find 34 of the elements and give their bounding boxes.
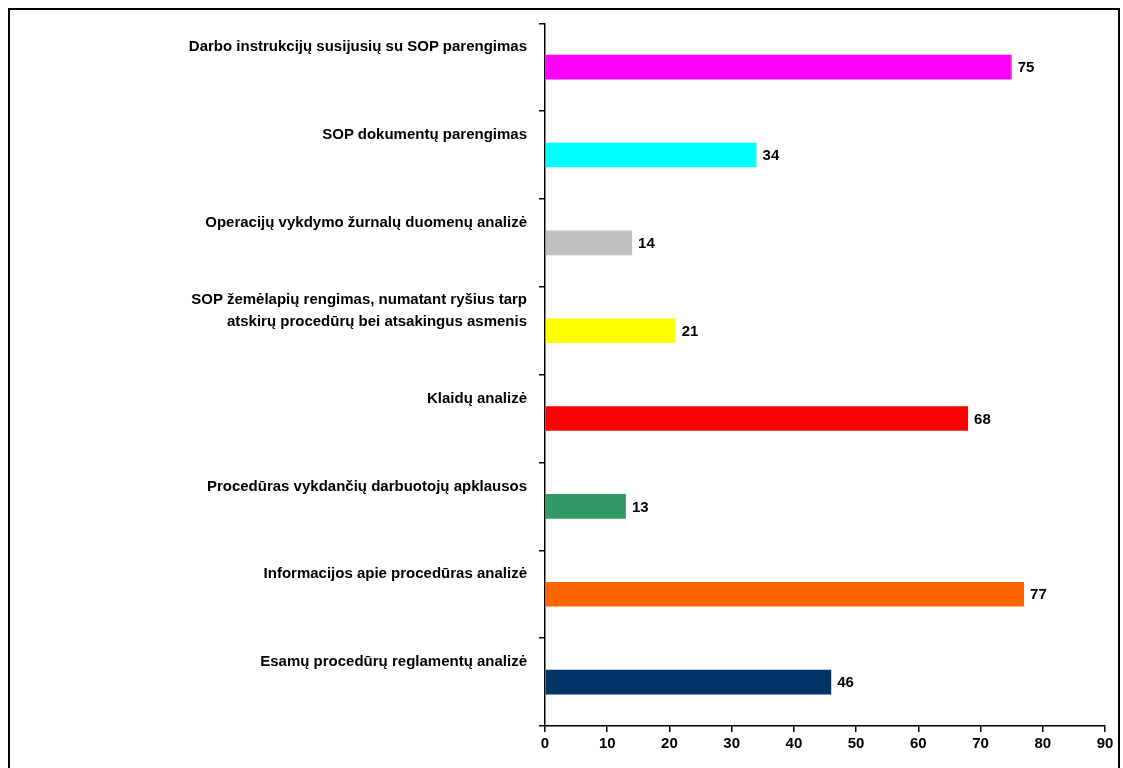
bar [545,669,832,695]
y-tick-label: Klaidų analizė [426,388,527,406]
data-label: 14 [638,234,656,251]
x-tick-label: 70 [972,734,989,752]
y-tick-label: Esamų procedūrų reglamentų analizė [260,652,527,670]
y-tick-label: SOP dokumentų parengimas [322,125,527,143]
x-tick-label: 60 [909,734,927,752]
bar [545,406,969,431]
y-tick-label: Informacijos apie procedūras analizė [263,564,527,582]
x-tick-label: 0 [540,734,550,752]
y-tick-label: Procedūras vykdančių darbuotojų apklausos [206,476,527,494]
x-tick-label: 90 [1096,734,1114,752]
bar [545,230,633,256]
y-tick-label: SOP žemėlapių rengimas, numatant ryšius tarp atskirų procedūrų bei atsakingus asmenis [191,289,527,330]
data-label: 21 [681,321,699,339]
bar [545,318,676,343]
x-tick-label: 80 [1034,734,1052,752]
x-tick-label: 10 [598,734,616,752]
y-tick-label: Operacijų vykdymo žurnalų duomenų analizė [205,213,527,230]
data-label: 68 [974,409,991,427]
data-label: 13 [631,497,649,515]
data-label: 77 [1030,585,1047,603]
x-tick-label: 20 [661,734,678,752]
data-label: 75 [1017,58,1035,76]
bar [545,581,1025,607]
bar [545,142,757,168]
bar [545,494,626,519]
data-label: 34 [762,146,780,164]
x-tick-label: 40 [785,734,803,752]
y-tick-label: Darbo instrukcijų susijusių su SOP parengimas [188,37,527,55]
x-tick-label: 50 [847,734,865,752]
data-label: 46 [837,673,854,691]
bar [545,54,1012,80]
x-tick-label: 30 [723,734,741,752]
